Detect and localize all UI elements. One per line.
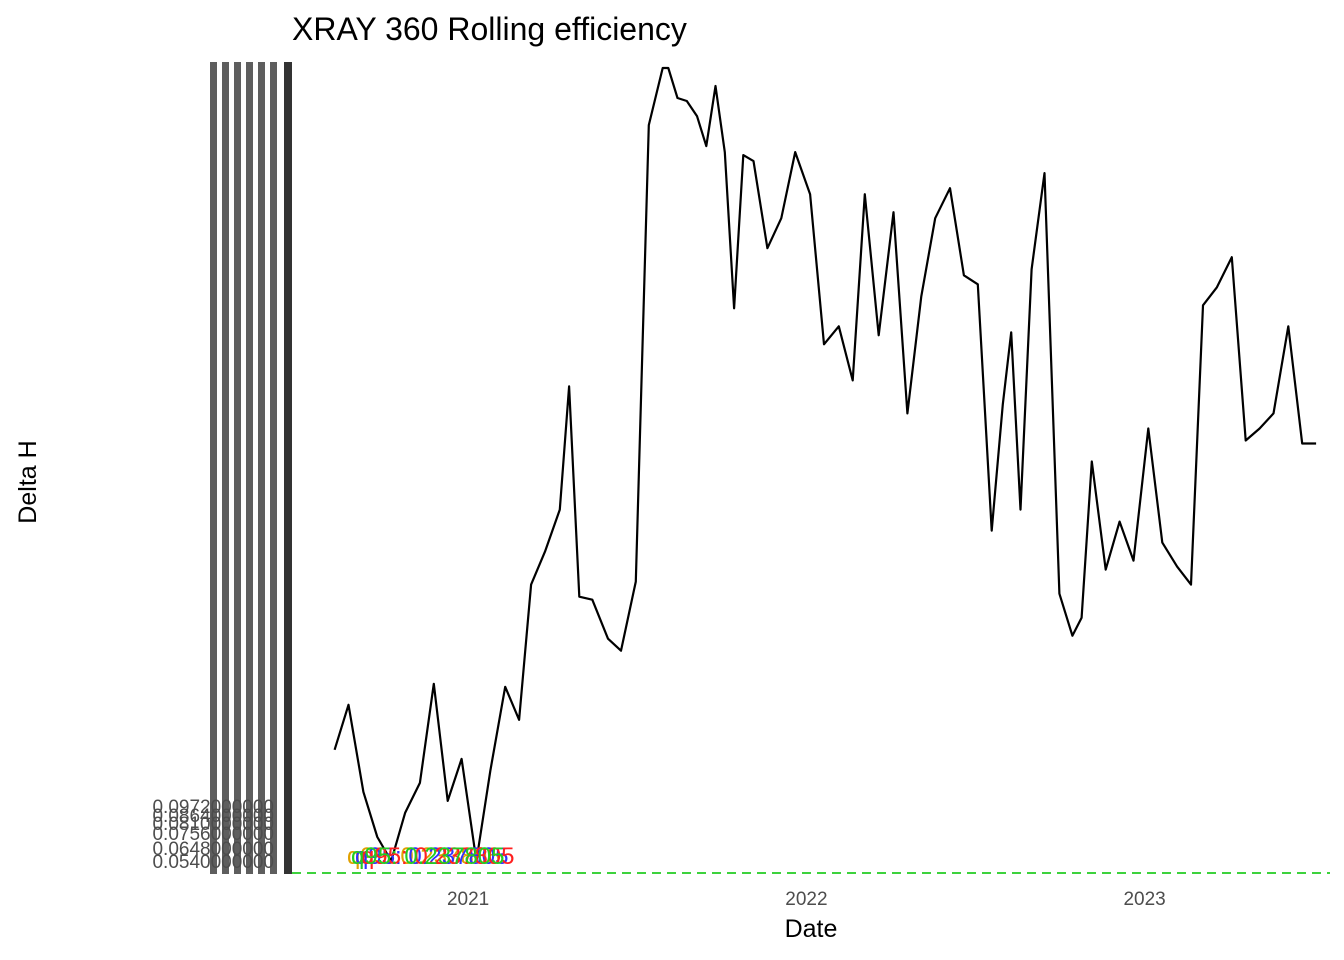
x-axis-ticks: 2021 2022 2023 [447, 889, 1166, 910]
x-tick-label: 2022 [785, 889, 827, 910]
x-tick-label: 2023 [1123, 889, 1165, 910]
quantile-annotation: q95: 0.237805 [351, 843, 504, 870]
quantile-annotation: q95: 0.237805 [347, 843, 500, 870]
y-axis-label: Delta H [14, 440, 42, 523]
y-axis-ticks: 0.09720000000.08640000000.08100000000.07… [152, 62, 277, 874]
x-tick-label: 2021 [447, 889, 489, 910]
y-tick-overlap-column [258, 62, 265, 874]
y-tick-overlap-column [222, 62, 229, 874]
y-tick-overlap-column [270, 62, 277, 874]
y-axis-tick-overlap-bar [284, 62, 292, 874]
quantile-annotation: q95: 0.237805 [361, 843, 514, 870]
series-line [333, 66, 1317, 863]
y-tick-overlap-column [210, 62, 217, 874]
quantile-annotation: q95: 0.237805 [355, 843, 508, 870]
x-axis-label: Date [785, 915, 838, 943]
y-tick-overlap-column [246, 62, 253, 874]
chart-title: XRAY 360 Rolling efficiency [292, 11, 687, 47]
y-tick-overlap-column [234, 62, 241, 874]
